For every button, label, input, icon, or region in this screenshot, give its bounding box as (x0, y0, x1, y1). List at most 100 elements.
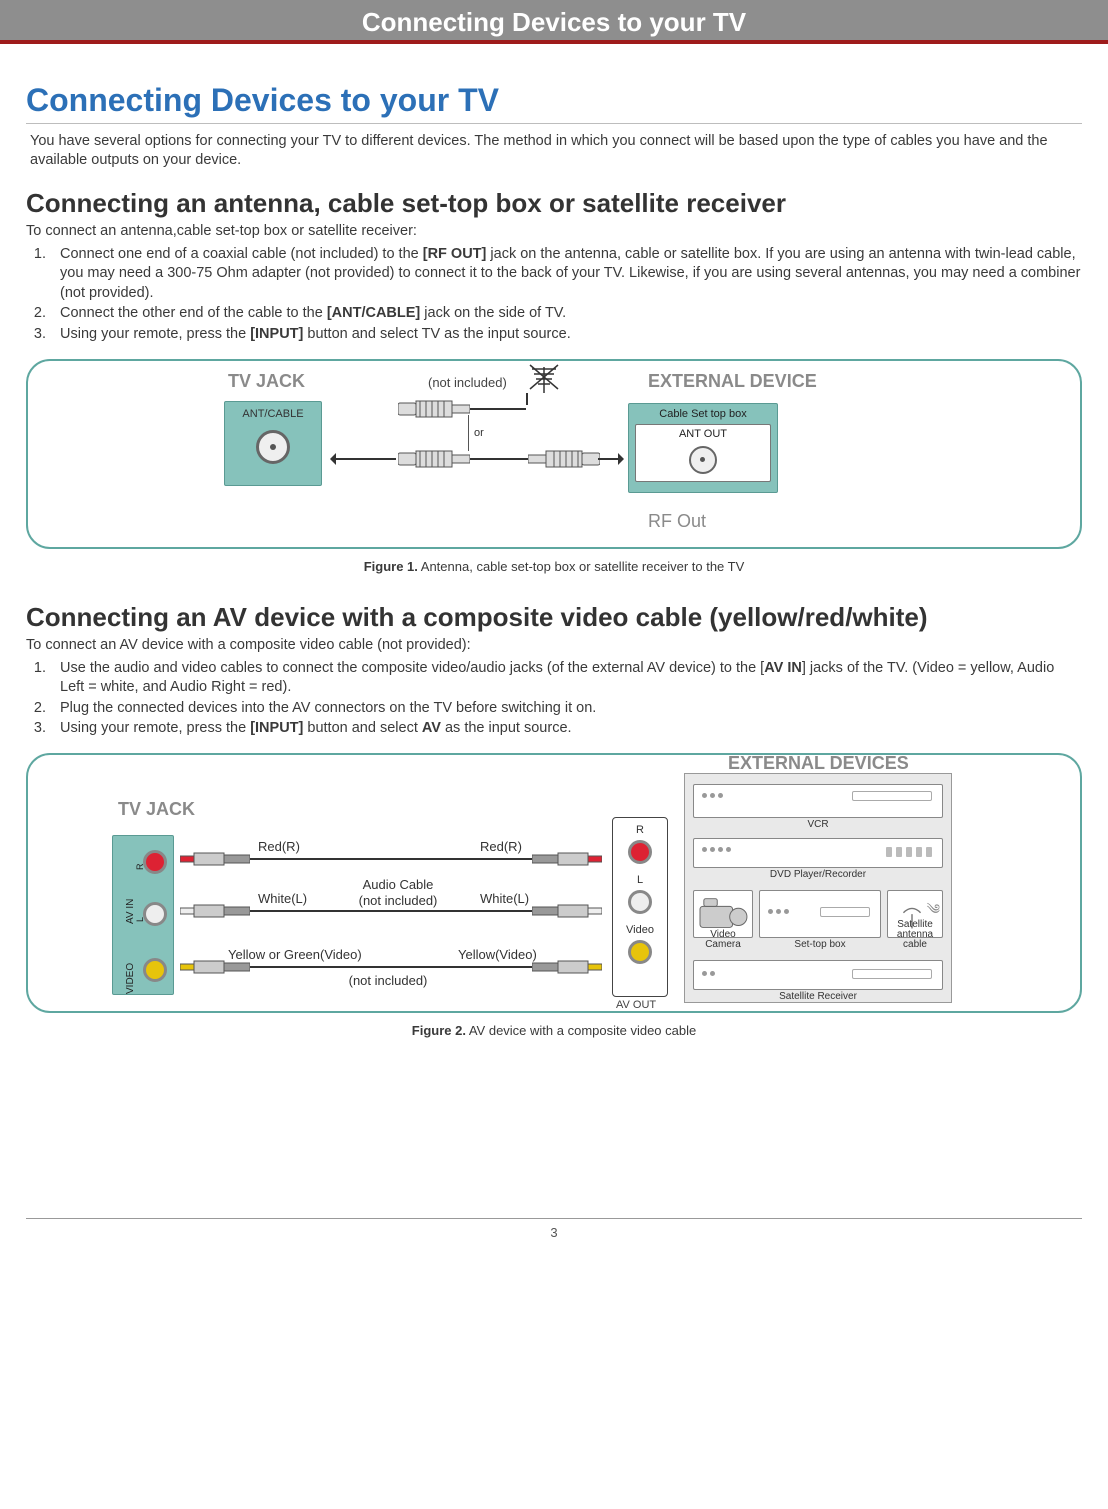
sec2-step1: Use the audio and video cables to connec… (50, 659, 1082, 698)
device-camera-icon: Video Camera (693, 890, 753, 938)
not-included-label: (not included) (328, 973, 448, 988)
device-row: Video Camera Set-top box ༄ Satellite ant… (693, 890, 943, 938)
wire-icon (526, 393, 528, 405)
coax-port-icon (256, 430, 290, 464)
figure2-caption: Figure 2. AV device with a composite vid… (26, 1023, 1082, 1038)
fig1-cablebox: Cable Set top box ANT OUT (628, 403, 778, 493)
device-label: Satellite antenna cable (888, 920, 942, 950)
rca-plug-icon (532, 959, 602, 975)
cable-label: White(L) (258, 891, 307, 906)
fig2-external-label: EXTERNAL DEVICES (728, 753, 909, 774)
device-settopbox-icon: Set-top box (759, 890, 881, 938)
fig1-external-label: EXTERNAL DEVICE (648, 371, 817, 392)
section2-subhead: To connect an AV device with a composite… (26, 637, 1082, 653)
fig2-devices-panel: VCR DVD Player/Recorder Video Camera Set… (684, 773, 952, 1003)
text: Using your remote, press the (60, 326, 250, 342)
wire-icon (250, 966, 532, 968)
figure1-frame: TV JACK EXTERNAL DEVICE (not included) A… (26, 359, 1082, 549)
antcable-text: ANT/CABLE (242, 408, 303, 420)
fig2-tvjack-label: TV JACK (118, 799, 195, 820)
bold-text: [ANT/CABLE] (327, 305, 420, 321)
fig1-or-divider (468, 415, 469, 451)
bold-text: [RF OUT] (423, 246, 487, 262)
cable-label: Red(R) (258, 839, 300, 854)
device-label: Set-top box (760, 939, 880, 950)
rca-white-jack-icon (628, 890, 652, 914)
text: Connect the other end of the cable to th… (60, 305, 327, 321)
sec1-step2: Connect the other end of the cable to th… (50, 304, 1082, 324)
device-vcr-icon: VCR (693, 784, 943, 818)
avout-caption: AV OUT (616, 999, 656, 1011)
cable-label: White(L) (480, 891, 529, 906)
wire-icon (470, 458, 528, 460)
audio-cable-label: Audio Cable (338, 877, 458, 892)
text: jack on the side of TV. (420, 305, 566, 321)
text: Use the audio and video cables to connec… (60, 660, 764, 676)
device-label: VCR (694, 819, 942, 830)
fig-caption-text: Antenna, cable set-top box or satellite … (418, 559, 744, 574)
page-title: Connecting Devices to your TV (26, 82, 1082, 124)
device-label: Video Camera (694, 930, 752, 950)
sec1-step3: Using your remote, press the [INPUT] but… (50, 325, 1082, 345)
rca-plug-icon (180, 903, 250, 919)
avin-video-text: VIDEO (125, 963, 136, 994)
avin-text: AV IN (125, 898, 136, 923)
bold-text: AV (422, 720, 441, 736)
text: Connect one end of a coaxial cable (not … (60, 246, 423, 262)
wire-icon (334, 458, 396, 460)
header-banner: Connecting Devices to your TV (0, 0, 1108, 44)
rca-plug-icon (180, 851, 250, 867)
device-label: DVD Player/Recorder (694, 869, 942, 880)
bold-text: [INPUT] (250, 326, 303, 342)
device-satcable-icon: ༄ Satellite antenna cable (887, 890, 943, 938)
sec2-step2: Plug the connected devices into the AV c… (50, 699, 1082, 719)
device-label: Satellite Receiver (694, 991, 942, 1002)
rca-yellow-jack-icon (628, 940, 652, 964)
avin-r-label: R (135, 863, 145, 870)
avin-l-label: L (135, 917, 145, 922)
not-included-label: (not included) (338, 893, 458, 908)
section2-steps: Use the audio and video cables to connec… (26, 659, 1082, 739)
fig-caption-bold: Figure 1. (364, 559, 418, 574)
bold-text: AV IN (764, 660, 802, 676)
coax-connector-icon (398, 449, 470, 469)
fig2-avout-jack: R L Video (612, 817, 668, 997)
avout-l-label: L (637, 874, 643, 886)
fig1-or-text: or (474, 427, 484, 439)
device-dvd-icon: DVD Player/Recorder (693, 838, 943, 868)
rca-plug-icon (532, 851, 602, 867)
rca-red-jack-icon (143, 850, 167, 874)
fig1-tvjack-label: TV JACK (228, 371, 305, 392)
fig1-rfout-label: RF Out (648, 511, 706, 532)
rca-white-jack-icon (143, 902, 167, 926)
cablebox-title: Cable Set top box (659, 408, 746, 420)
fig-caption-text: AV device with a composite video cable (466, 1023, 696, 1038)
sec1-step1: Connect one end of a coaxial cable (not … (50, 245, 1082, 304)
rca-plug-icon (532, 903, 602, 919)
text: button and select (303, 720, 422, 736)
sec2-step3: Using your remote, press the [INPUT] but… (50, 719, 1082, 739)
wire-icon (250, 910, 532, 912)
section2-heading: Connecting an AV device with a composite… (26, 602, 1082, 633)
text: button and select TV as the input source… (303, 326, 570, 342)
fig-caption-bold: Figure 2. (412, 1023, 466, 1038)
coax-connector-icon (528, 449, 600, 469)
wire-icon (250, 858, 532, 860)
page-footer: 3 (26, 1218, 1082, 1260)
coax-connector-icon (398, 399, 470, 419)
figure1-caption: Figure 1. Antenna, cable set-top box or … (26, 559, 1082, 574)
section1-heading: Connecting an antenna, cable set-top box… (26, 188, 1082, 219)
intro-paragraph: You have several options for connecting … (30, 132, 1078, 170)
avout-r-label: R (636, 824, 644, 836)
fig2-avin-jack: R L AV IN VIDEO (112, 835, 174, 995)
device-satreceiver-icon: Satellite Receiver (693, 960, 943, 990)
fig1-antcable-jack: ANT/CABLE (224, 401, 322, 486)
figure2-frame: TV JACK EXTERNAL DEVICES R L AV IN VIDEO… (26, 753, 1082, 1013)
avout-video-label: Video (626, 924, 654, 936)
wire-icon (470, 408, 526, 410)
antout-text: ANT OUT (679, 428, 727, 440)
cable-label: Red(R) (480, 839, 522, 854)
coax-port-icon (689, 446, 717, 474)
section1-subhead: To connect an antenna,cable set-top box … (26, 223, 1082, 239)
page-number: 3 (550, 1225, 557, 1240)
